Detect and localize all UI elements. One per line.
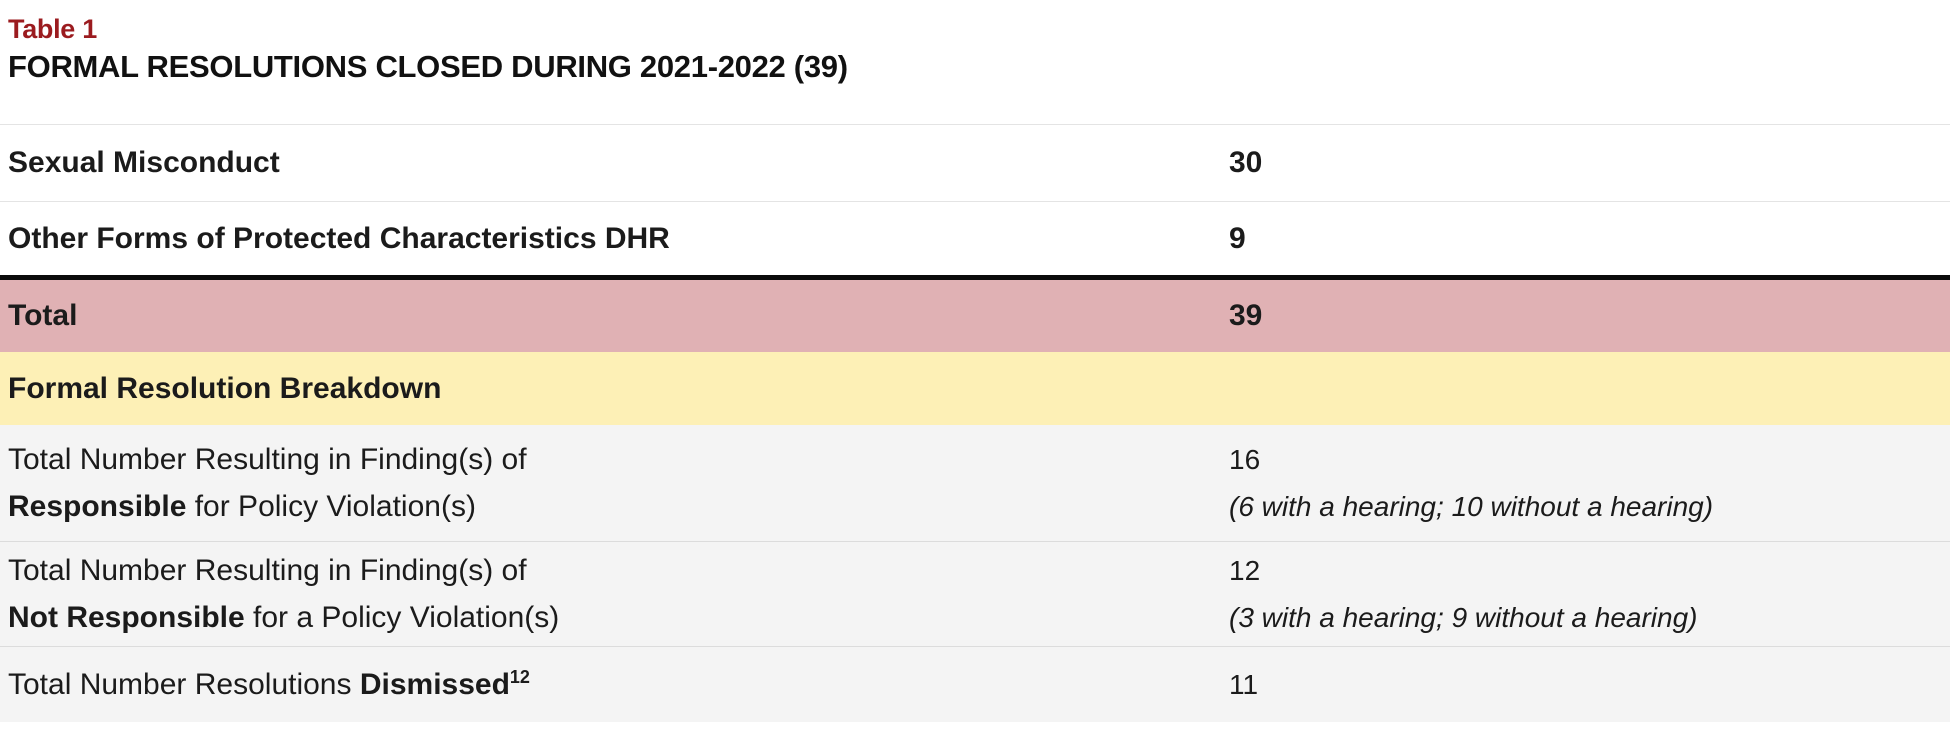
row-label: Sexual Misconduct [8, 146, 280, 179]
row-label-line1: Total Number Resulting in Finding(s) of [8, 554, 527, 587]
row-value-note: (3 with a hearing; 9 without a hearing) [1229, 602, 1698, 633]
row-value: 9 [1229, 221, 1246, 255]
row-label-line2: Responsible for Policy Violation(s) [8, 483, 1229, 530]
table-row-not-responsible: Total Number Resulting in Finding(s) of … [0, 542, 1950, 647]
table-row-other-dhr: Other Forms of Protected Characteristics… [0, 202, 1950, 275]
footnote-reference: 12 [509, 666, 530, 687]
row-label-bold-term: Not Responsible [8, 601, 245, 634]
table-header: Table 1 FORMAL RESOLUTIONS CLOSED DURING… [0, 0, 1950, 125]
row-value-number: 16 [1229, 444, 1261, 475]
thick-divider [0, 275, 1950, 280]
row-value-number: 12 [1229, 555, 1261, 586]
table-title: FORMAL RESOLUTIONS CLOSED DURING 2021-20… [8, 49, 848, 85]
table-row-sexual-misconduct: Sexual Misconduct 30 [0, 125, 1950, 202]
row-label-line1: Total Number Resulting in Finding(s) of [8, 443, 527, 476]
row-value: 12 (3 with a hearing; 9 without a hearin… [1229, 547, 1950, 641]
row-value-number: 11 [1229, 669, 1259, 700]
row-label: Total [8, 299, 78, 332]
table-row-responsible: Total Number Resulting in Finding(s) of … [0, 425, 1950, 542]
row-label-rest: for Policy Violation(s) [186, 490, 476, 523]
row-label-bold-term: Dismissed [359, 667, 510, 701]
row-value: 39 [1229, 299, 1263, 332]
row-label: Other Forms of Protected Characteristics… [8, 221, 670, 255]
table-number-label: Table 1 [8, 14, 97, 44]
table-row-total: Total 39 [0, 280, 1950, 352]
row-value: 16 (6 with a hearing; 10 without a heari… [1229, 436, 1950, 530]
row-label: Total Number Resulting in Finding(s) of … [0, 436, 1229, 530]
table-row-dismissed: Total Number Resolutions Dismissed12 11 [0, 647, 1950, 722]
row-label: Total Number Resulting in Finding(s) of … [0, 547, 1229, 641]
row-label-text: Total Number Resolutions [8, 667, 360, 701]
row-value-note: (6 with a hearing; 10 without a hearing) [1229, 491, 1714, 522]
section-header-formal-resolution-breakdown: Formal Resolution Breakdown [0, 352, 1950, 425]
row-label-line2: Not Responsible for a Policy Violation(s… [8, 594, 1229, 641]
row-label: Total Number Resolutions Dismissed12 [0, 668, 1229, 702]
row-label-bold-term: Responsible [8, 490, 187, 523]
section-header-label: Formal Resolution Breakdown [8, 371, 442, 405]
row-value: 30 [1229, 146, 1263, 179]
row-label-rest: for a Policy Violation(s) [244, 601, 560, 634]
